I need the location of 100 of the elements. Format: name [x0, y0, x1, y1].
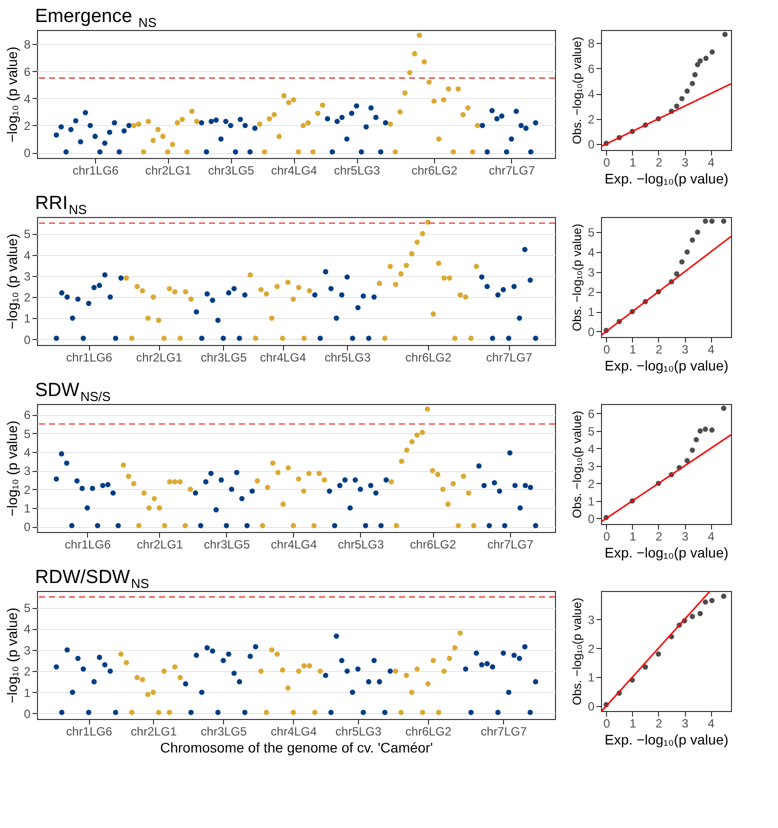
y-tick-label: 3: [24, 464, 31, 478]
y-tick-label: 2: [24, 482, 31, 497]
point: [106, 130, 112, 135]
point: [721, 406, 726, 411]
point: [441, 668, 447, 674]
point: [306, 288, 312, 294]
point: [281, 93, 287, 98]
point: [337, 482, 342, 488]
point: [441, 97, 446, 102]
point: [146, 118, 151, 124]
point: [466, 490, 472, 496]
point: [70, 316, 76, 321]
point: [430, 468, 436, 474]
point: [532, 120, 538, 126]
point: [86, 710, 92, 716]
point: [305, 120, 311, 126]
point: [468, 336, 474, 341]
point: [420, 231, 426, 236]
point: [355, 304, 361, 310]
point: [694, 437, 699, 442]
point: [694, 62, 700, 68]
point: [312, 292, 318, 298]
x-tick-label: 1: [629, 156, 636, 170]
point: [296, 149, 302, 155]
point: [388, 121, 394, 127]
point: [426, 80, 432, 85]
point: [91, 284, 97, 290]
point: [495, 710, 501, 716]
point: [301, 663, 307, 668]
point: [208, 470, 214, 476]
point: [285, 280, 291, 285]
point: [260, 523, 266, 528]
point: [398, 710, 404, 716]
point: [64, 647, 70, 653]
point: [63, 149, 69, 155]
point: [280, 336, 286, 341]
point: [373, 114, 379, 120]
point: [360, 710, 366, 716]
point: [378, 149, 384, 155]
point: [79, 486, 85, 491]
y-tick-label: 4: [588, 245, 595, 260]
point: [75, 296, 81, 302]
point: [468, 710, 474, 716]
point: [172, 479, 178, 484]
point: [54, 336, 60, 341]
point: [172, 289, 178, 294]
x-tick-label: 0: [603, 342, 610, 356]
x-tick-label: chr7LG7: [488, 164, 536, 178]
point: [204, 149, 210, 155]
point: [210, 298, 216, 303]
y-axis-title: Obs. −log₁₀(p value): [570, 598, 584, 706]
point: [452, 645, 458, 650]
point: [322, 477, 327, 483]
point: [242, 122, 248, 128]
point: [430, 311, 436, 317]
point: [334, 118, 340, 124]
point: [213, 507, 219, 512]
point: [102, 140, 108, 146]
point: [474, 264, 480, 270]
point: [198, 120, 204, 126]
point: [511, 652, 517, 658]
point: [301, 488, 306, 494]
point: [516, 316, 522, 321]
point: [324, 116, 330, 122]
x-tick-label: chr7LG7: [486, 350, 533, 364]
point: [425, 681, 431, 686]
point: [721, 218, 726, 224]
point: [436, 136, 442, 142]
y-tick-label: 3: [588, 265, 595, 280]
point: [136, 121, 142, 127]
point: [339, 292, 344, 298]
x-tick-label: chr5LG3: [324, 350, 371, 364]
x-tick-label: 4: [708, 716, 715, 730]
point: [523, 126, 529, 131]
point: [528, 484, 534, 490]
point: [210, 648, 216, 654]
y-tick-label: 5: [24, 426, 31, 441]
point: [134, 674, 140, 680]
x-tick-label: chr1LG6: [66, 724, 113, 738]
x-tick-label: chr4LG4: [270, 538, 318, 552]
point: [112, 120, 118, 126]
point: [674, 271, 680, 276]
point: [290, 296, 296, 302]
point: [355, 666, 361, 672]
point: [409, 439, 415, 444]
point: [409, 690, 414, 695]
point: [244, 523, 250, 528]
point: [354, 103, 360, 108]
y-axis-title: Obs. −log₁₀(p value): [570, 224, 584, 332]
y-tick-label: 3: [588, 612, 595, 627]
point: [262, 149, 268, 155]
point: [502, 523, 508, 528]
point: [84, 505, 90, 511]
point: [722, 32, 728, 38]
point: [208, 118, 214, 124]
point: [192, 490, 198, 496]
point: [102, 662, 108, 668]
x-tick-label: 2: [656, 716, 663, 730]
point: [490, 336, 496, 341]
y-tick-label: 8: [24, 38, 31, 52]
